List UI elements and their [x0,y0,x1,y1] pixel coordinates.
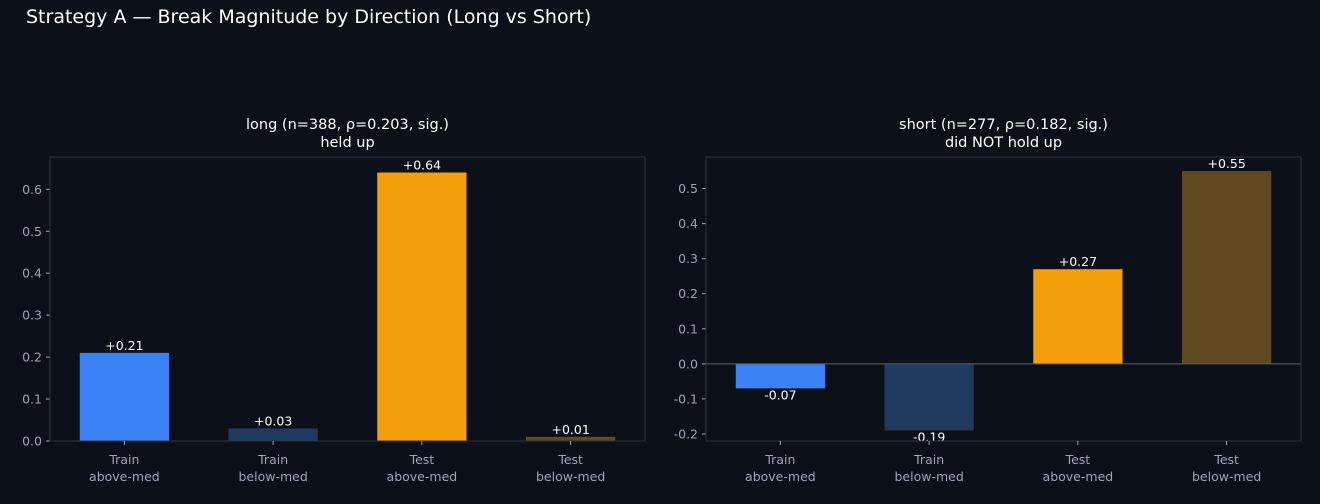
x-tick-label: above-med [387,469,458,484]
x-tick-label: Train [108,452,139,467]
x-tick-label: Train [764,452,795,467]
y-tick-label: 0.1 [678,321,698,336]
x-tick-label: below-med [536,469,605,484]
y-tick-label: 0.2 [22,350,42,365]
y-tick-label: 0.4 [22,266,42,281]
data-label: +0.21 [105,338,143,353]
bar [228,428,318,441]
x-tick-label: Train [913,452,944,467]
panel-subtitle: did NOT hold up [945,135,1062,151]
x-tick-label: Train [257,452,288,467]
y-tick-label: -0.2 [674,426,698,441]
data-label: +0.55 [1207,156,1245,171]
panel-title: long (n=388, ρ=0.203, sig.) [246,117,449,133]
plot-frame [705,156,1302,442]
bar [1182,171,1272,364]
bar [377,172,467,441]
figure-title: Strategy A — Break Magnitude by Directio… [26,6,592,28]
data-label: -0.07 [764,387,796,402]
y-tick-label: 0.1 [22,392,42,407]
data-label: +0.03 [254,413,292,428]
y-tick-label: 0.3 [678,251,698,266]
bar [79,352,169,441]
y-tick-label: 0.6 [22,182,42,197]
y-tick-label: 0.0 [22,434,42,449]
x-tick-label: Test [557,452,583,467]
x-tick-label: above-med [89,469,160,484]
y-tick-label: 0.4 [678,216,698,231]
x-tick-label: below-med [894,469,963,484]
data-label: +0.01 [551,422,589,437]
panel-title: short (n=277, ρ=0.182, sig.) [899,117,1108,133]
x-tick-label: below-med [238,469,307,484]
x-tick-label: Test [1065,452,1091,467]
x-tick-label: above-med [745,469,816,484]
y-tick-label: 0.5 [678,181,698,196]
data-label: +0.64 [403,158,441,173]
x-tick-label: below-med [1192,469,1261,484]
y-tick-label: 0.0 [678,356,698,371]
plot-frame [49,156,646,442]
panel-subtitle: held up [320,135,374,151]
bar [526,436,616,441]
bar [735,363,825,389]
x-tick-label: Test [409,452,435,467]
y-tick-label: 0.3 [22,308,42,323]
x-tick-label: Test [1213,452,1239,467]
y-tick-label: 0.5 [22,224,42,239]
bar [884,363,974,431]
data-label: +0.27 [1059,254,1097,269]
bar [1033,269,1123,364]
x-tick-label: above-med [1043,469,1114,484]
y-tick-label: -0.1 [674,391,698,406]
y-tick-label: 0.2 [678,286,698,301]
